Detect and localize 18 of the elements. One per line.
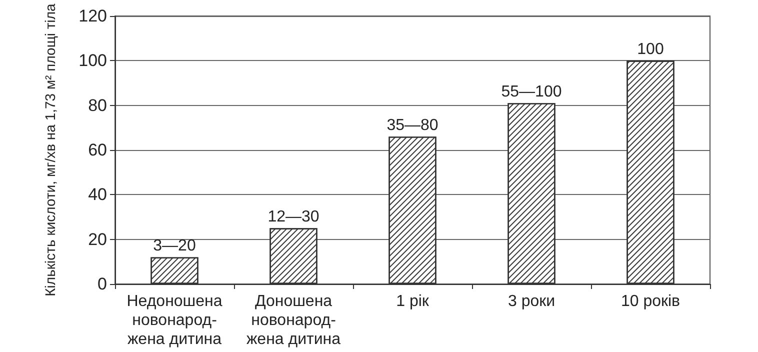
y-tick-label: 20 xyxy=(88,230,107,249)
y-tick-label: 60 xyxy=(88,140,107,160)
y-tick-label: 100 xyxy=(78,51,107,70)
x-tick-label: Доношена новонарод- жена дитина xyxy=(246,293,341,348)
y-tick-label: 80 xyxy=(88,96,107,115)
annotation: 100 xyxy=(637,41,664,58)
x-tick-label: Недоношена новонарод- жена дитина xyxy=(126,293,222,348)
y-tick-label: 40 xyxy=(88,185,107,204)
x-tick-label: 3 роки xyxy=(508,293,556,310)
x-tick-label: 1 рік xyxy=(396,293,430,310)
annotation: 35—80 xyxy=(386,117,438,134)
y-axis-title: Кількість кислоти, мг/хв на 1,73 м² площі тіла xyxy=(42,3,58,296)
x-tick-label: 10 років xyxy=(620,293,680,310)
annotation: 55—100 xyxy=(501,84,562,101)
annotation: 12—30 xyxy=(268,208,320,226)
annotation: 3—20 xyxy=(153,238,196,255)
y-tick-label: 120 xyxy=(78,6,107,26)
y-tick-label: 0 xyxy=(98,274,107,294)
